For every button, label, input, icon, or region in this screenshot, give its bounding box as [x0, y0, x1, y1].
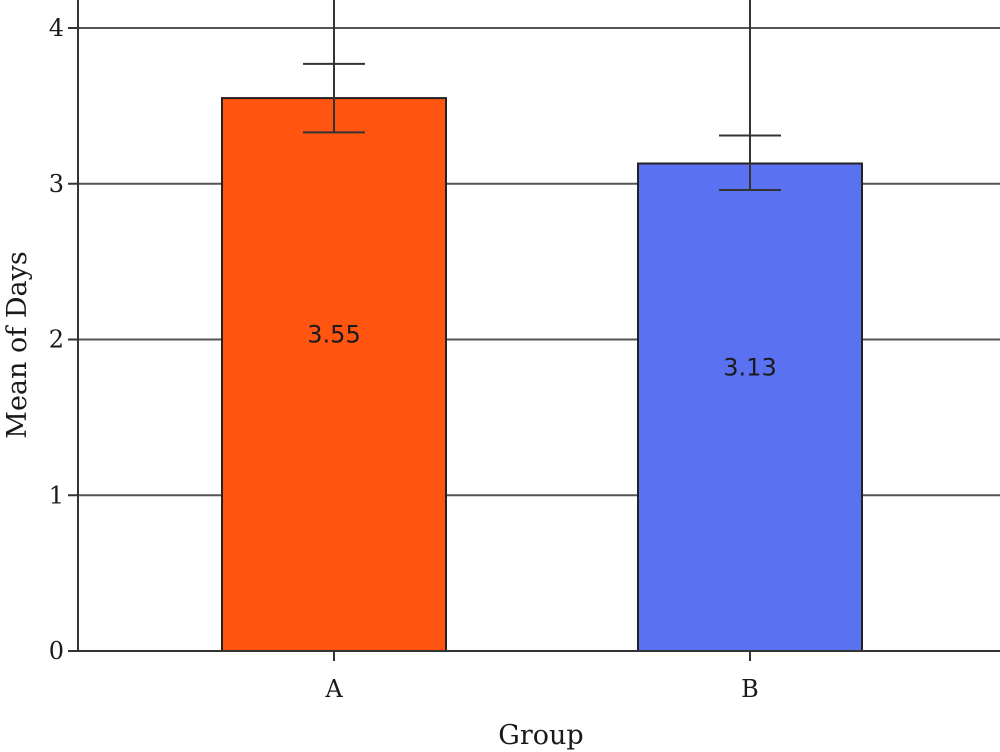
y-tick-label-2: 2: [49, 326, 64, 354]
bar-A: [221, 97, 447, 652]
x-tick-label-B: B: [741, 675, 759, 703]
error-bars: [303, 0, 781, 191]
y-tick-label-0: 0: [49, 637, 64, 665]
labels: 0 1 2 3 4 3.55 A 3.13 B: [49, 14, 777, 703]
data-label-A: 3.55: [307, 321, 360, 349]
bars: [221, 97, 863, 652]
y-axis-title: Mean of Days: [2, 251, 33, 438]
y-tick-label-3: 3: [49, 170, 64, 198]
x-axis-title: Group: [498, 720, 583, 751]
bar-B: [637, 162, 863, 652]
data-label-B: 3.13: [723, 353, 776, 381]
y-tick-label-1: 1: [49, 481, 64, 509]
y-tick-label-4: 4: [49, 14, 64, 42]
axes: [77, 0, 1000, 652]
x-tick-label-A: A: [324, 675, 343, 703]
